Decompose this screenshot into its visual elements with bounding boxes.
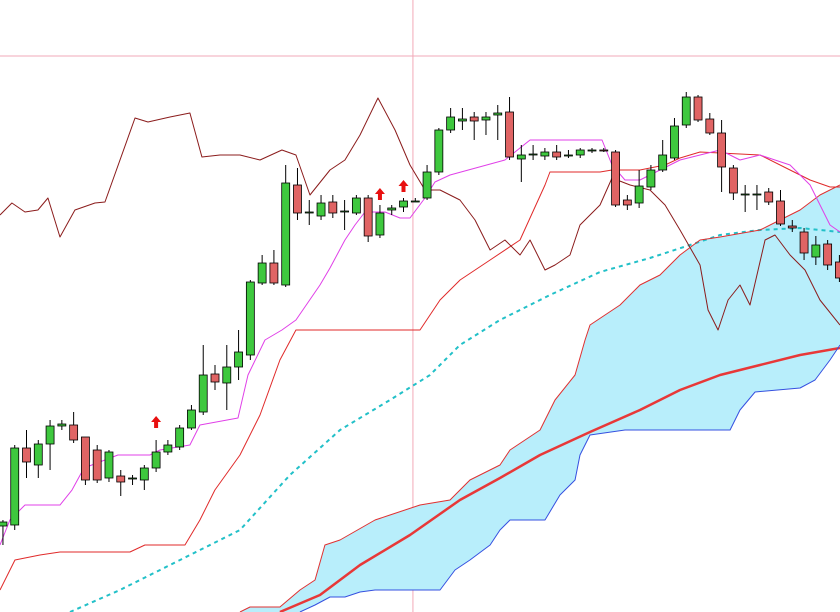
candle-body <box>410 200 420 203</box>
signal-arrow <box>374 188 385 200</box>
candle-body <box>316 202 326 217</box>
candle-body <box>363 197 373 237</box>
candle-body <box>81 436 90 481</box>
candle-body <box>787 225 797 229</box>
candle-body <box>104 451 114 479</box>
candle-body <box>163 444 173 453</box>
candle-body <box>187 409 196 429</box>
candle-body <box>681 96 691 126</box>
candle-body <box>92 449 102 481</box>
candle-body <box>516 154 526 160</box>
candle-body <box>670 125 679 159</box>
candle-body <box>434 129 444 173</box>
candle-body <box>540 151 550 157</box>
candle-body <box>752 193 762 196</box>
candle-body <box>116 475 126 483</box>
candle-body <box>387 207 397 211</box>
candle-body <box>776 200 785 225</box>
candle-body <box>646 169 656 188</box>
candle-body <box>0 521 8 527</box>
candle-body <box>599 149 609 152</box>
candle-body <box>505 111 514 158</box>
candle-body <box>234 351 243 368</box>
candle-body <box>269 262 279 284</box>
candle-body <box>622 199 632 206</box>
signal-arrow <box>398 180 409 192</box>
indicator-line <box>0 97 840 331</box>
candle-body <box>340 210 350 213</box>
candle-body <box>740 193 750 196</box>
candle-body <box>304 211 314 214</box>
candle-body <box>575 149 585 156</box>
candle-body <box>399 200 408 208</box>
candle-body <box>764 191 774 203</box>
candle-body <box>481 116 491 121</box>
candle-body <box>328 201 338 214</box>
candle-body <box>139 467 149 481</box>
cloud <box>239 185 840 612</box>
span-b-line <box>299 344 840 612</box>
candle-body <box>587 149 597 152</box>
candle-body <box>422 171 432 199</box>
candle-body <box>151 451 161 469</box>
candle-body <box>257 262 267 284</box>
candle-body <box>634 185 644 204</box>
candle-body <box>458 118 467 122</box>
candle-body <box>245 281 255 356</box>
candle-body <box>351 197 361 214</box>
candle-body <box>69 424 79 441</box>
candle-body <box>564 154 573 157</box>
signal-arrow <box>151 416 162 428</box>
candle-body <box>705 118 715 134</box>
candle-body <box>799 231 809 254</box>
indicator-line <box>0 151 840 591</box>
candle-body <box>293 184 302 214</box>
candle-body <box>469 116 479 122</box>
candle-body <box>175 427 185 448</box>
candle-body <box>728 167 738 194</box>
candle-body <box>717 132 726 168</box>
candle-body <box>10 447 20 526</box>
candle-body <box>57 423 67 427</box>
candle-body <box>552 151 562 158</box>
candle-body <box>611 151 620 206</box>
span-a-line <box>239 184 840 612</box>
candle-body <box>222 366 232 384</box>
candle-body <box>835 261 840 279</box>
candle-body <box>198 374 208 413</box>
candle-body <box>658 154 668 171</box>
candle-body <box>33 443 43 466</box>
candle-body <box>375 212 385 236</box>
candle-body <box>45 425 55 445</box>
indicator-line <box>0 139 840 546</box>
candle-body <box>446 116 456 131</box>
candle-body <box>693 96 703 121</box>
candle-body <box>128 477 137 480</box>
candle-body <box>528 153 538 156</box>
indicator-line <box>69 227 840 612</box>
candle-body <box>493 112 503 116</box>
candle-body <box>281 182 291 286</box>
candle-body <box>210 373 220 383</box>
candle-body <box>811 244 821 258</box>
candle-body <box>823 243 833 266</box>
indicator-line <box>279 346 840 612</box>
candle-body <box>22 447 31 463</box>
